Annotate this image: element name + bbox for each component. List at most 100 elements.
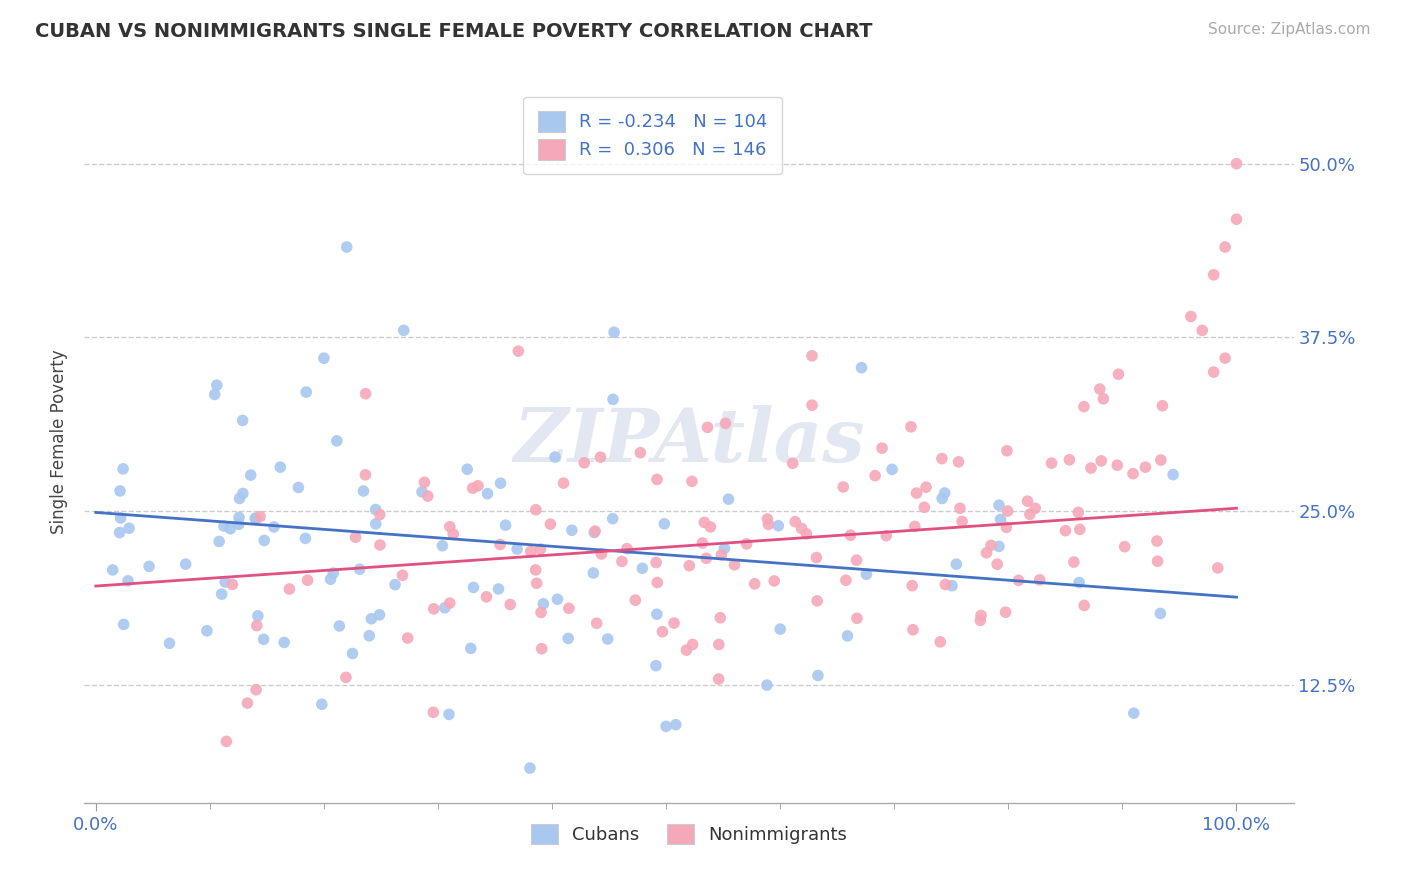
Point xyxy=(651,624,673,639)
Point xyxy=(524,502,547,516)
Point xyxy=(1073,400,1095,414)
Point xyxy=(692,536,714,550)
Point xyxy=(980,538,1002,552)
Point xyxy=(117,574,139,588)
Text: ZIPAtlas: ZIPAtlas xyxy=(513,405,865,478)
Point xyxy=(695,551,717,566)
Point xyxy=(228,517,250,532)
Point xyxy=(602,511,624,525)
Point xyxy=(837,629,859,643)
Point xyxy=(354,467,377,482)
Legend: Cubans, Nonimmigrants: Cubans, Nonimmigrants xyxy=(516,809,862,859)
Point xyxy=(219,522,242,536)
Point xyxy=(246,608,269,623)
Point xyxy=(1069,575,1091,590)
Point xyxy=(994,605,1017,619)
Point xyxy=(900,419,922,434)
Point xyxy=(278,582,301,596)
Point xyxy=(328,619,350,633)
Point xyxy=(384,577,406,591)
Point xyxy=(835,573,858,587)
Point xyxy=(364,516,387,531)
Text: CUBAN VS NONIMMIGRANTS SINGLE FEMALE POVERTY CORRELATION CHART: CUBAN VS NONIMMIGRANTS SINGLE FEMALE POV… xyxy=(35,22,873,41)
Point xyxy=(870,441,893,455)
Point xyxy=(583,525,606,540)
Point xyxy=(252,632,274,647)
Point xyxy=(488,582,510,596)
Point xyxy=(806,594,828,608)
Point xyxy=(832,480,855,494)
Point xyxy=(1007,574,1029,588)
Point xyxy=(714,417,737,431)
Point xyxy=(294,532,316,546)
Point xyxy=(108,483,131,498)
Point xyxy=(696,420,718,434)
Point xyxy=(654,516,676,531)
Point xyxy=(287,480,309,494)
Point xyxy=(1017,494,1039,508)
Point xyxy=(138,559,160,574)
Point xyxy=(463,581,485,595)
Point xyxy=(603,325,626,339)
Point xyxy=(1146,534,1168,549)
Point xyxy=(461,481,484,495)
Point xyxy=(208,534,231,549)
Point xyxy=(112,617,135,632)
Point xyxy=(875,529,897,543)
Point xyxy=(360,612,382,626)
Point xyxy=(558,601,581,615)
Point xyxy=(949,501,972,516)
Point xyxy=(118,521,141,535)
Point xyxy=(344,530,367,544)
Point xyxy=(1161,467,1184,482)
Point xyxy=(901,623,924,637)
Point xyxy=(1090,454,1112,468)
Point xyxy=(456,462,478,476)
Point xyxy=(245,512,267,526)
Point xyxy=(1150,453,1173,467)
Point xyxy=(524,563,547,577)
Point xyxy=(413,475,436,490)
Point xyxy=(839,528,862,542)
Point xyxy=(710,548,733,562)
Point xyxy=(269,460,291,475)
Point xyxy=(769,622,792,636)
Point xyxy=(1040,456,1063,470)
Point xyxy=(645,575,668,590)
Point xyxy=(239,468,262,483)
Point xyxy=(988,498,1011,512)
Point xyxy=(880,462,903,476)
Point xyxy=(1191,323,1213,337)
Point xyxy=(929,635,952,649)
Point xyxy=(755,678,778,692)
Point xyxy=(211,587,233,601)
Point xyxy=(349,562,371,576)
Point xyxy=(941,579,963,593)
Point xyxy=(110,511,132,525)
Point xyxy=(574,456,596,470)
Point xyxy=(557,632,579,646)
Point xyxy=(228,510,250,524)
Point xyxy=(561,523,583,537)
Point xyxy=(1092,392,1115,406)
Point xyxy=(707,672,730,686)
Point xyxy=(1114,540,1136,554)
Point xyxy=(596,632,619,646)
Point xyxy=(756,512,779,526)
Point xyxy=(1028,573,1050,587)
Point xyxy=(806,550,828,565)
Point xyxy=(713,541,735,556)
Point xyxy=(912,500,935,515)
Point xyxy=(519,761,541,775)
Point xyxy=(645,607,668,622)
Point xyxy=(717,492,740,507)
Point xyxy=(519,544,541,558)
Point xyxy=(1202,268,1225,282)
Point xyxy=(245,682,267,697)
Point xyxy=(709,611,731,625)
Point xyxy=(904,519,927,533)
Point xyxy=(228,491,250,506)
Point xyxy=(782,456,804,470)
Point xyxy=(433,600,456,615)
Point xyxy=(589,450,612,465)
